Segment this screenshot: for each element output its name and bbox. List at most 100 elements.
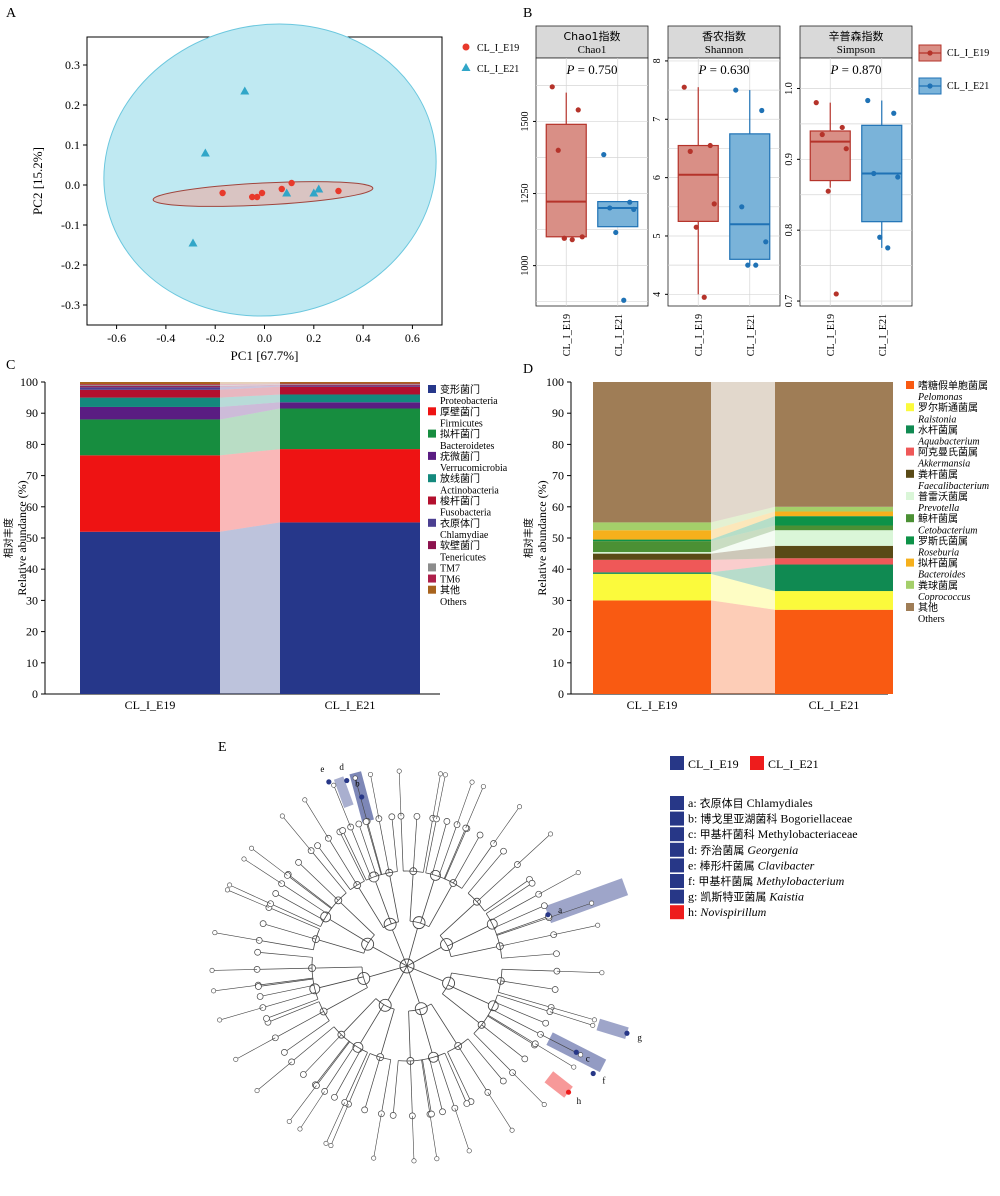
branch	[556, 970, 602, 973]
pcoa-point-e19	[278, 185, 285, 193]
sample-point	[579, 234, 585, 240]
taxon-name: Chlamydiales	[747, 796, 813, 810]
flow-band	[220, 522, 280, 694]
branch	[262, 991, 316, 1008]
order-node	[439, 1108, 446, 1116]
legend-label: Proteobacteria	[440, 396, 498, 407]
sample-point	[871, 170, 877, 177]
p-value-text: = 0.750	[574, 62, 617, 77]
taxon-colon: :	[694, 905, 700, 919]
branch	[420, 875, 436, 924]
taxon-entry: a: 衣原体目 Chlamydiales	[688, 796, 813, 810]
sample-point	[739, 204, 745, 210]
y-tick-label: -0.3	[61, 298, 80, 312]
branch	[452, 834, 481, 884]
branch	[496, 917, 550, 936]
legend-label: Actinobacteria	[440, 485, 499, 496]
bar-segment	[775, 516, 893, 526]
legend-key	[906, 558, 914, 567]
taxon-name-cn: 衣原体目	[700, 796, 744, 810]
taxon-key	[670, 827, 684, 842]
branch	[344, 1052, 368, 1103]
sample-point	[865, 97, 871, 104]
branch	[213, 984, 259, 992]
genus-node	[233, 1056, 239, 1062]
clade-highlight-g	[596, 1018, 629, 1039]
p-value-text: = 0.630	[706, 62, 749, 77]
genus-node	[396, 768, 402, 774]
taxon-name: Kaistia	[768, 890, 804, 904]
arc	[333, 1026, 350, 1043]
branch	[341, 998, 377, 1035]
order-node	[361, 1106, 368, 1114]
branch	[338, 900, 375, 936]
branch	[493, 806, 520, 844]
flow-band	[220, 408, 280, 456]
branch	[447, 984, 494, 1007]
sample-point	[621, 297, 627, 303]
sample-point	[813, 100, 819, 106]
clade-highlight-a	[544, 878, 629, 924]
branch	[291, 1026, 335, 1063]
branch	[259, 940, 314, 951]
order-node	[272, 890, 280, 897]
pcoa-point-e19	[248, 193, 256, 201]
phylum-stacked-bar: 0 10 20 30 40 50 60 70 80 90 100 相对丰度 Relative abund…	[2, 375, 508, 712]
legend-key	[428, 563, 436, 572]
branch	[367, 943, 408, 967]
flow-band	[711, 525, 775, 553]
genus-node	[578, 1052, 584, 1058]
legend-label-cn: 嗜糖假单胞菌属	[918, 379, 988, 392]
panel-label-a: A	[6, 6, 17, 21]
genus-node	[571, 1064, 577, 1070]
biomarker-node-g	[624, 1030, 630, 1036]
legend-key	[428, 474, 436, 483]
branch	[333, 785, 351, 828]
branch	[316, 1041, 350, 1086]
branch	[497, 994, 550, 1012]
legend-key	[906, 447, 914, 456]
branch	[310, 850, 347, 894]
genus-stacked-bar: 0 10 20 30 40 50 60 70 80 90 100 相对丰度 Relative abund…	[522, 375, 989, 712]
branch	[257, 967, 313, 970]
branch	[373, 876, 392, 924]
legend-label: Chlamydiae	[440, 530, 489, 541]
biomarker-letter-d: d	[339, 762, 344, 772]
biomarker-letter-c: c	[586, 1054, 590, 1064]
branch	[339, 831, 365, 882]
branch	[467, 1038, 504, 1082]
branch	[214, 932, 260, 941]
branch	[438, 824, 458, 877]
bar-segment	[280, 385, 420, 387]
sample-point	[687, 148, 693, 154]
legend-label: Bacteroides	[918, 570, 966, 581]
pcoa-point-e21	[200, 148, 210, 157]
order-node	[540, 902, 548, 910]
biomarker-node-f	[590, 1070, 596, 1077]
branch	[288, 874, 333, 909]
legend-label-cn: 拟杆菌属	[918, 557, 958, 570]
bar-segment	[593, 559, 711, 573]
order-node	[295, 859, 302, 866]
bar-segment	[80, 384, 220, 386]
facet-title-cn: 辛普森指数	[829, 29, 884, 43]
genus-node	[517, 804, 523, 810]
branch	[266, 998, 319, 1019]
flow-band	[711, 564, 775, 592]
branch	[439, 901, 478, 936]
bar-segment	[80, 531, 220, 694]
biomarker-letter-h: h	[577, 1096, 582, 1106]
flow-band	[711, 511, 775, 540]
branch	[357, 1004, 385, 1048]
y-tick-label: 80	[26, 437, 38, 451]
x-tick-label: -0.2	[206, 331, 225, 345]
taxon-colon: :	[693, 858, 699, 872]
branch	[299, 1091, 325, 1130]
legend-label-cn: 粪杆菌属	[918, 468, 958, 481]
x-tick-label: CL_I_E19	[627, 698, 678, 712]
genus-node	[331, 782, 337, 788]
order-node	[331, 1093, 338, 1101]
taxon-key-letter: f	[688, 874, 692, 888]
biomarker-node-c	[573, 1049, 579, 1055]
